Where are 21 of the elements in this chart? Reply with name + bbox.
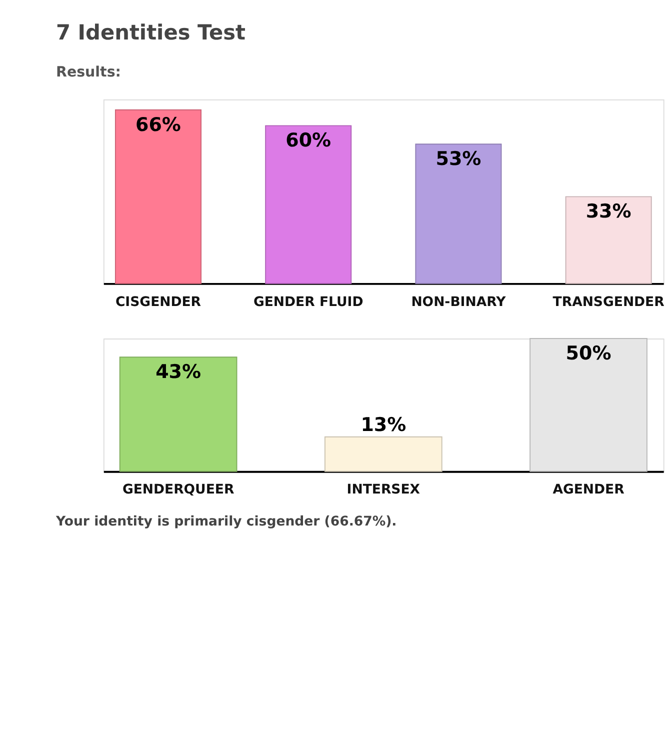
- data-label: 33%: [586, 200, 632, 223]
- x-tick-label: AGENDER: [552, 482, 624, 498]
- x-tick-label: TRANSGENDER: [552, 294, 664, 310]
- x-tick-label: GENDER FLUID: [253, 294, 364, 310]
- bar: [565, 196, 652, 284]
- x-tick-label: CISGENDER: [115, 294, 202, 310]
- bar: [114, 109, 202, 284]
- data-label: 50%: [566, 342, 612, 364]
- chart-subtitle: Results:: [56, 64, 121, 81]
- chart-title: 7 Identities Test: [56, 20, 246, 45]
- bar: [265, 125, 352, 284]
- x-tick-label: NON-BINARY: [411, 294, 506, 310]
- data-label: 53%: [436, 148, 482, 170]
- data-label: 60%: [286, 130, 332, 152]
- data-label: 43%: [156, 361, 202, 384]
- data-label: 13%: [360, 414, 406, 436]
- bar: [415, 144, 502, 284]
- data-label: 66%: [136, 114, 181, 136]
- x-tick-label: GENDERQUEER: [122, 482, 234, 498]
- text: Your identity is primarily cisgender (66.67%).: [54, 514, 397, 530]
- x-tick-label: INTERSEX: [346, 482, 420, 498]
